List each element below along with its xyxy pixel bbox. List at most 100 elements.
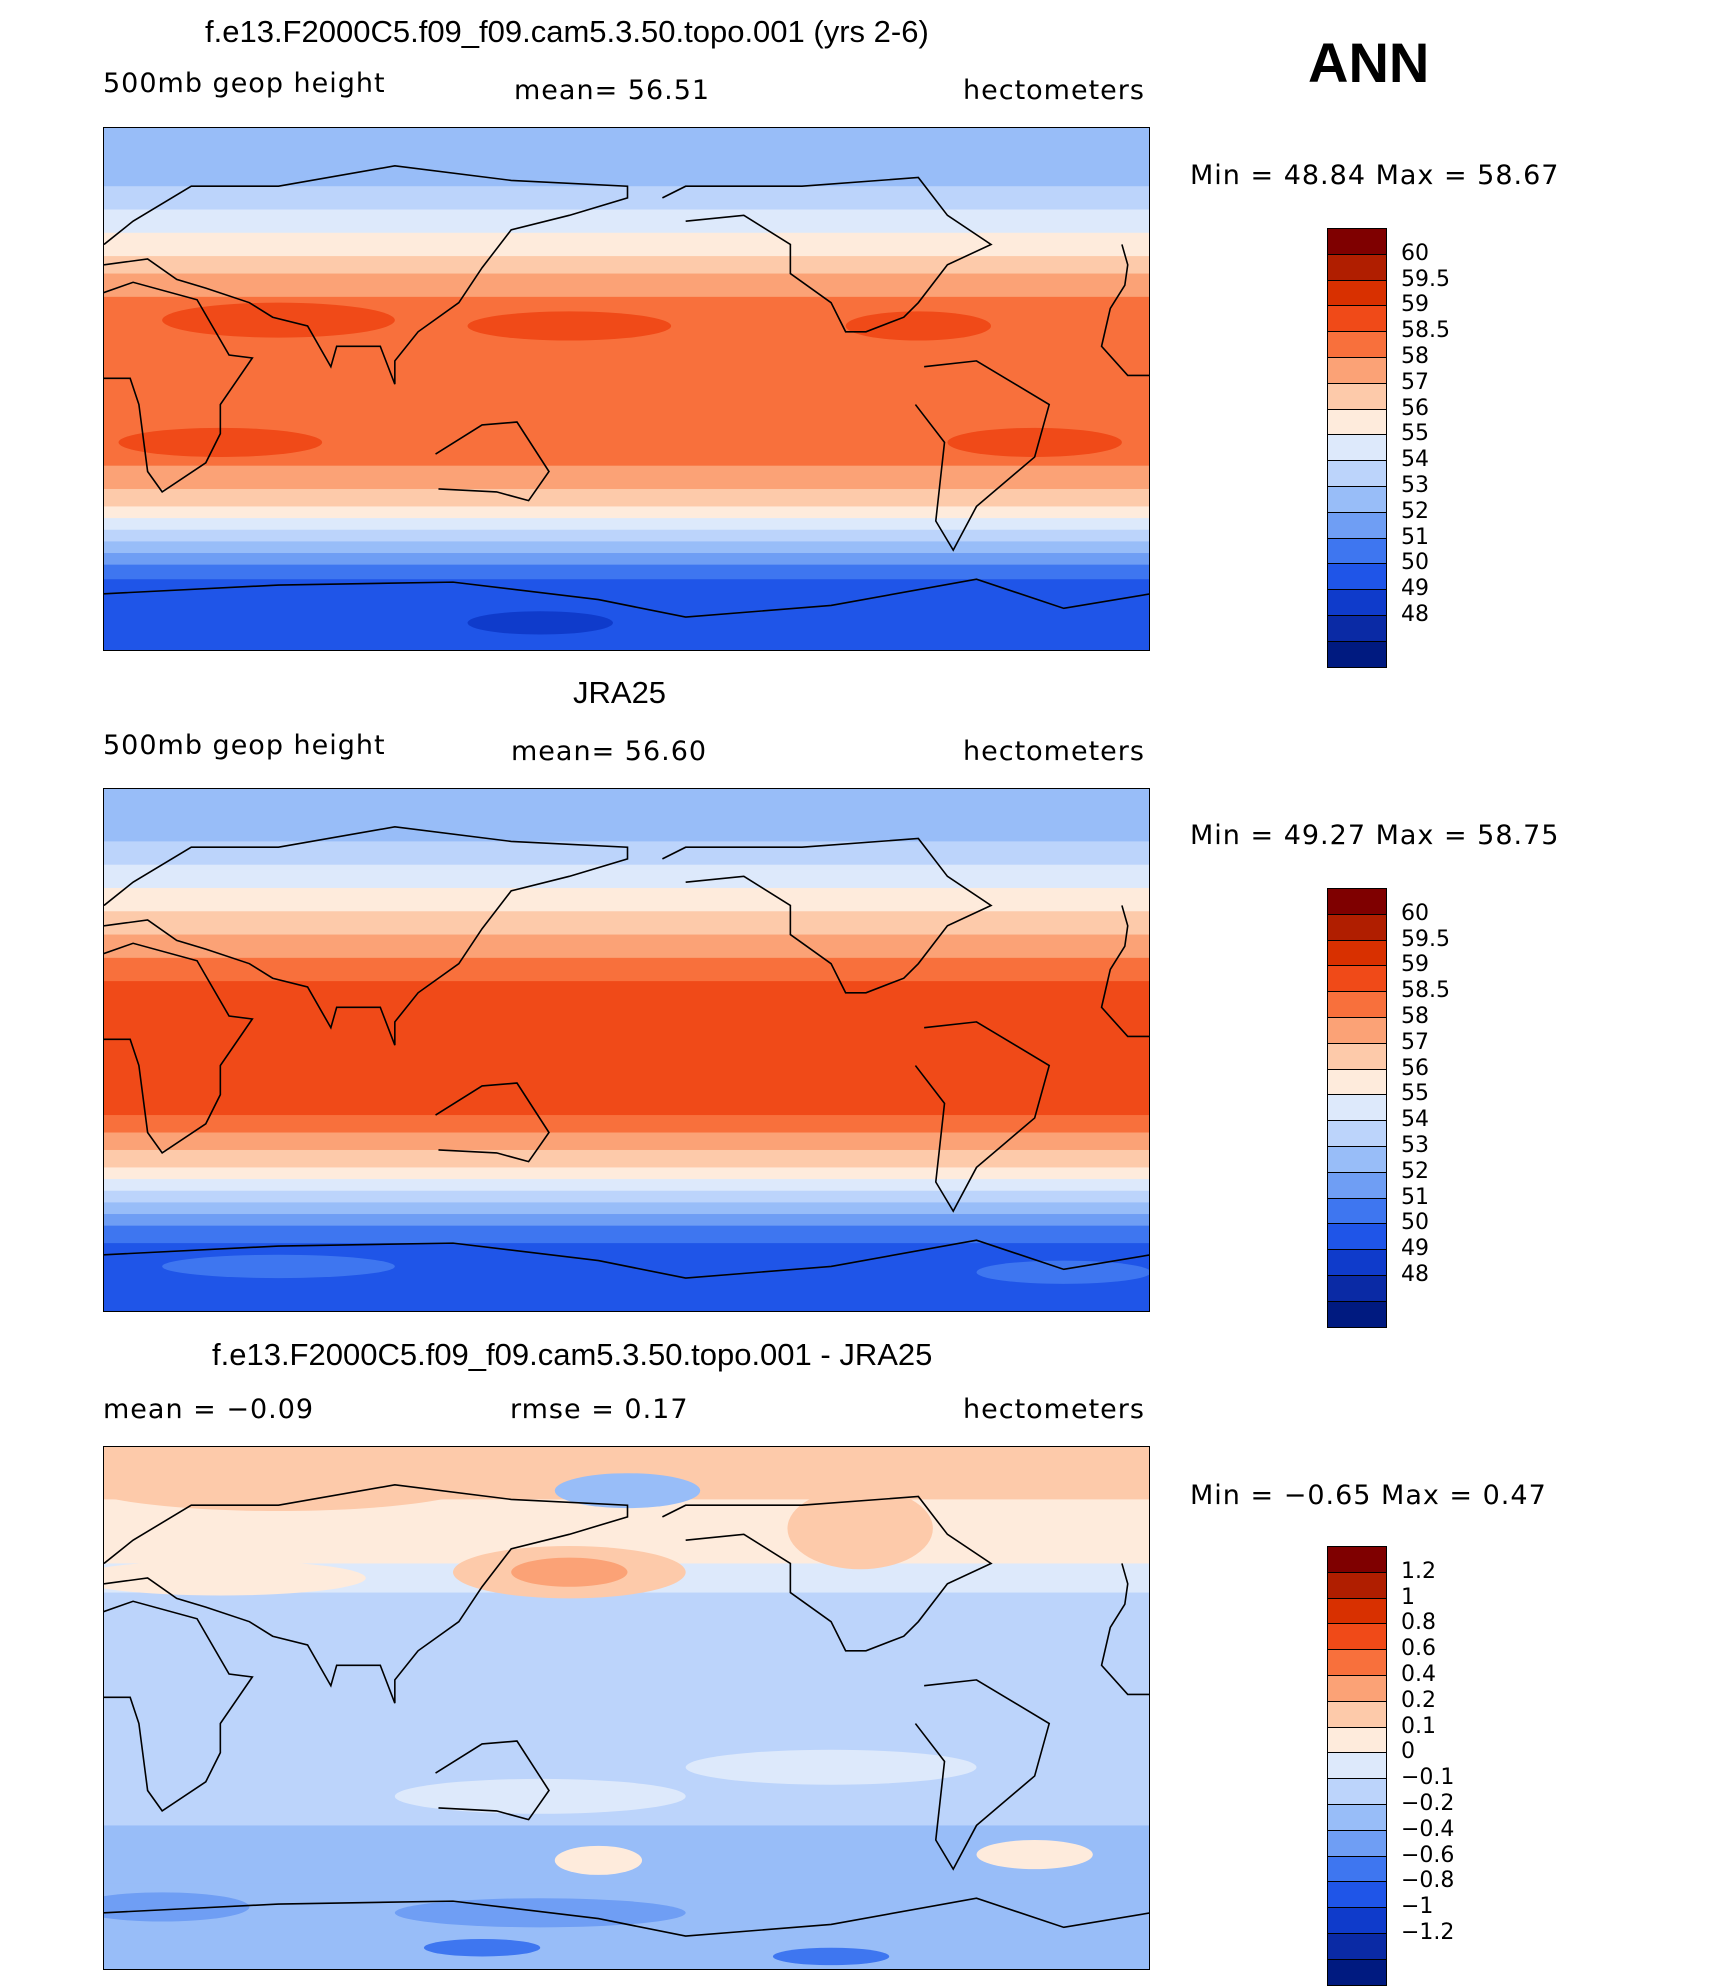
coastline: [435, 1082, 550, 1163]
panel-2-variable-label: 500mb geop height: [103, 730, 386, 761]
colorbar-tick-label: 48: [1401, 602, 1429, 627]
coastline: [104, 826, 629, 1046]
coastline: [104, 281, 254, 493]
colorbar-tick-label: 54: [1401, 447, 1429, 473]
colorbar-tick-label: 55: [1401, 1081, 1429, 1107]
contour-band: [104, 1167, 1149, 1180]
colorbar-swatch: [1327, 1649, 1387, 1676]
colorbar-swatch: [1327, 331, 1387, 358]
colorbar-swatch: [1327, 615, 1387, 642]
contour-band: [104, 273, 1149, 298]
colorbar-swatch: [1327, 1907, 1387, 1934]
coastline: [104, 165, 629, 385]
contour-band: [104, 1179, 1149, 1192]
contour-band: [104, 1214, 1149, 1227]
colorbar-tick-label: −1.2: [1401, 1920, 1455, 1945]
panel-1-minmax: Min = 48.84 Max = 58.67: [1190, 160, 1560, 191]
contour-region: [772, 1947, 890, 1966]
contour-region: [554, 1473, 701, 1509]
contour-band: [104, 887, 1149, 912]
contour-region: [467, 311, 672, 341]
colorbar-tick-label: 48: [1401, 1262, 1429, 1287]
colorbar-tick-label: 0: [1401, 1739, 1415, 1765]
colorbar-swatch: [1327, 913, 1387, 941]
contour-band: [104, 465, 1149, 490]
colorbar-tick-label: 53: [1401, 1133, 1429, 1158]
colorbar-tick-label: 58.5: [1401, 978, 1450, 1004]
colorbar-tick-label: 60: [1401, 900, 1429, 926]
colorbar-tick-label: 0.2: [1401, 1687, 1436, 1713]
colorbar-tick-label: 52: [1401, 1158, 1429, 1184]
colorbar-swatch: [1327, 1675, 1387, 1702]
contour-band: [104, 1225, 1149, 1244]
colorbar-swatch: [1327, 991, 1387, 1018]
contour-region: [976, 1260, 1149, 1284]
contour-band: [104, 1883, 1149, 1969]
colorbar-tick-label: 51: [1401, 524, 1429, 550]
season-label: ANN: [1308, 31, 1430, 94]
colorbar-tick-label: 58.5: [1401, 318, 1450, 344]
colorbar-tick-label: 59: [1401, 292, 1429, 318]
colorbar-swatch: [1327, 1171, 1387, 1199]
coastline: [104, 578, 1149, 618]
colorbar-swatch: [1327, 357, 1387, 384]
colorbar-swatch: [1327, 1597, 1387, 1625]
colorbar-tick-label: 55: [1401, 421, 1429, 447]
colorbar-swatch: [1327, 1197, 1387, 1225]
contour-band: [104, 541, 1149, 554]
panel-3-units-label: hectometers: [963, 1394, 1145, 1425]
coastline: [914, 1679, 1051, 1871]
contour-band: [104, 1190, 1149, 1203]
colorbar-tick-label: 54: [1401, 1107, 1429, 1133]
coastline: [914, 1021, 1051, 1213]
panel-2-mean-label: mean= 56.60: [511, 736, 708, 767]
contour-region: [162, 1254, 395, 1279]
contour-band: [104, 209, 1149, 234]
contour-band: [104, 488, 1149, 507]
coastline: [435, 421, 550, 502]
colorbar-swatch: [1327, 279, 1387, 307]
colorbar-swatch: [1327, 888, 1387, 915]
colorbar-tick-label: 49: [1401, 1236, 1429, 1262]
colorbar-swatch: [1327, 939, 1387, 967]
colorbar-swatch: [1327, 460, 1387, 487]
contour-region: [118, 427, 323, 457]
colorbar-swatch: [1327, 1300, 1387, 1328]
panel-3-mean-label: mean = −0.09: [103, 1394, 315, 1425]
contour-band: [104, 1115, 1149, 1134]
contour-band: [104, 911, 1149, 936]
panel-2-minmax: Min = 49.27 Max = 58.75: [1190, 820, 1560, 851]
colorbar-swatch: [1327, 1571, 1387, 1599]
panel-1-mean-label: mean= 56.51: [514, 75, 711, 106]
coastline: [104, 1897, 1149, 1937]
contour-region: [685, 1749, 977, 1785]
colorbar-tick-label: 59.5: [1401, 266, 1450, 292]
contour-band: [104, 128, 1149, 187]
coastline: [662, 176, 993, 333]
coastline: [104, 942, 254, 1154]
colorbar-swatch: [1327, 589, 1387, 616]
contour-band: [104, 1132, 1149, 1151]
panel-1-colorbar: 60 59.5 59 58.5 58 57 56 55 54 53 52 51 50 49 48: [1327, 228, 1450, 668]
coastline: [104, 1239, 1149, 1279]
contour-band: [104, 864, 1149, 889]
panel-2-map-svg: [104, 789, 1149, 1311]
contour-region: [423, 1938, 541, 1957]
contour-region: [191, 1709, 366, 1768]
contour-band: [104, 232, 1149, 257]
contour-band: [104, 789, 1149, 842]
colorbar-tick-label: −0.2: [1401, 1791, 1455, 1816]
colorbar-tick-label: 56: [1401, 1055, 1429, 1081]
colorbar-swatch: [1327, 1094, 1387, 1122]
colorbar-tick-label: 49: [1401, 576, 1429, 602]
colorbar-tick-label: 1: [1401, 1584, 1415, 1610]
contour-band: [104, 564, 1149, 580]
panel-3-title: f.e13.F2000C5.f09_f09.cam5.3.50.topo.001…: [212, 1337, 933, 1372]
colorbar-swatch: [1327, 1855, 1387, 1883]
panel-3-map: [103, 1446, 1150, 1970]
colorbar-tick-label: −1: [1401, 1894, 1434, 1920]
colorbar-swatch: [1327, 1752, 1387, 1780]
contour-band: [104, 1149, 1149, 1168]
colorbar-tick-label: 58: [1401, 344, 1429, 369]
contour-region: [511, 1557, 628, 1587]
